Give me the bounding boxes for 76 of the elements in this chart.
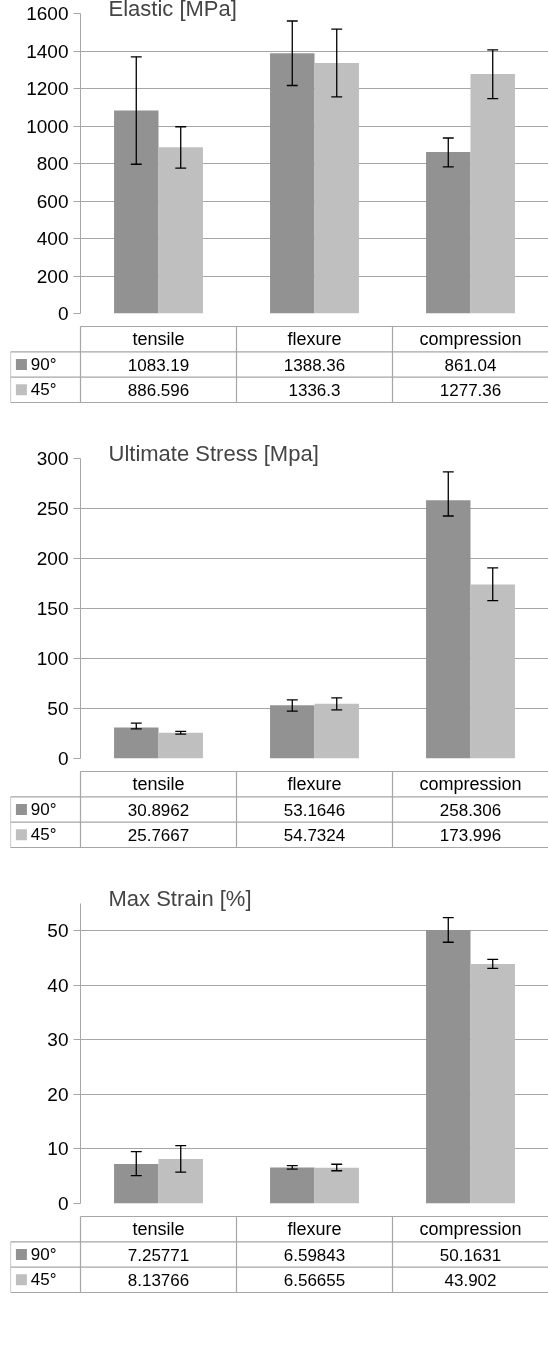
y-tick-label: 50: [47, 920, 69, 942]
bar: [314, 62, 359, 314]
data-label: 53.1646: [283, 800, 346, 820]
legend-label: 90°: [30, 1245, 57, 1264]
legend-label: 45°: [30, 825, 57, 845]
data-label: 8.13766: [127, 1270, 190, 1290]
y-tick-label: 0: [57, 303, 69, 324]
data-label: 1083.19: [127, 355, 190, 375]
data-label: 54.7324: [283, 825, 346, 845]
data-label: 7.25771: [127, 1245, 190, 1265]
bar: [470, 964, 515, 1204]
bar: [270, 1167, 315, 1204]
y-tick-label: 0: [57, 748, 69, 769]
legend-label: 45°: [30, 380, 57, 400]
y-tick-label: 1000: [26, 115, 69, 137]
bar: [314, 703, 359, 759]
bar: [114, 1163, 159, 1204]
legend-label: 90°: [30, 800, 57, 819]
x-tick-label: flexure: [287, 329, 342, 350]
data-label: 861.04: [444, 355, 497, 375]
chart-title: Elastic [MPa]: [108, 0, 237, 21]
x-tick-label: tensile: [132, 774, 185, 795]
bar: [426, 152, 471, 314]
bar: [114, 110, 159, 314]
data-label: 1277.36: [439, 380, 502, 400]
bar: [270, 53, 315, 314]
y-tick-label: 1600: [26, 3, 69, 24]
bar: [270, 705, 315, 759]
y-tick-label: 50: [47, 698, 69, 719]
data-label: 1388.36: [283, 355, 346, 375]
x-tick-label: compression: [419, 774, 522, 795]
bar: [158, 147, 203, 314]
y-tick-label: 10: [47, 1138, 69, 1160]
legend-label: 90°: [30, 355, 57, 374]
y-tick-label: 200: [36, 265, 69, 287]
x-tick-label: flexure: [287, 1219, 342, 1240]
y-tick-label: 40: [47, 974, 69, 996]
chart-title: Max Strain [%]: [108, 885, 252, 911]
data-label: 886.596: [127, 380, 190, 400]
x-tick-label: tensile: [132, 329, 185, 350]
y-tick-label: 0: [57, 1193, 69, 1214]
data-label: 258.306: [439, 800, 502, 820]
data-label: 25.7667: [127, 825, 190, 845]
bar: [158, 732, 203, 759]
bar: [470, 74, 515, 314]
x-tick-label: compression: [419, 329, 522, 350]
bar: [314, 1167, 359, 1204]
y-tick-label: 800: [36, 153, 69, 174]
data-label: 6.56655: [283, 1270, 346, 1290]
bar: [158, 1159, 203, 1204]
y-tick-label: 200: [36, 548, 69, 569]
bar: [114, 727, 159, 759]
x-tick-label: tensile: [132, 1219, 185, 1240]
y-tick-label: 20: [47, 1083, 69, 1105]
bar: [426, 929, 471, 1204]
x-tick-label: flexure: [287, 774, 342, 795]
x-tick-label: compression: [419, 1219, 522, 1240]
y-tick-label: 1400: [26, 40, 69, 62]
y-tick-label: 250: [36, 498, 69, 519]
bar: [470, 584, 515, 759]
y-tick-label: 600: [36, 190, 69, 212]
y-tick-label: 100: [36, 648, 69, 669]
y-tick-label: 400: [36, 228, 69, 249]
legend-label: 45°: [30, 1270, 57, 1290]
y-tick-label: 300: [36, 448, 69, 469]
y-tick-label: 1200: [26, 78, 69, 99]
data-label: 6.59843: [283, 1245, 346, 1265]
data-label: 173.996: [439, 825, 502, 845]
data-label: 50.1631: [439, 1245, 502, 1265]
bar: [426, 500, 471, 759]
chart-title: Ultimate Stress [Mpa]: [108, 440, 319, 466]
y-tick-label: 150: [36, 598, 69, 619]
data-label: 43.902: [444, 1270, 497, 1290]
y-tick-label: 30: [47, 1029, 69, 1051]
data-label: 30.8962: [127, 800, 190, 820]
data-label: 1336.3: [288, 380, 341, 400]
